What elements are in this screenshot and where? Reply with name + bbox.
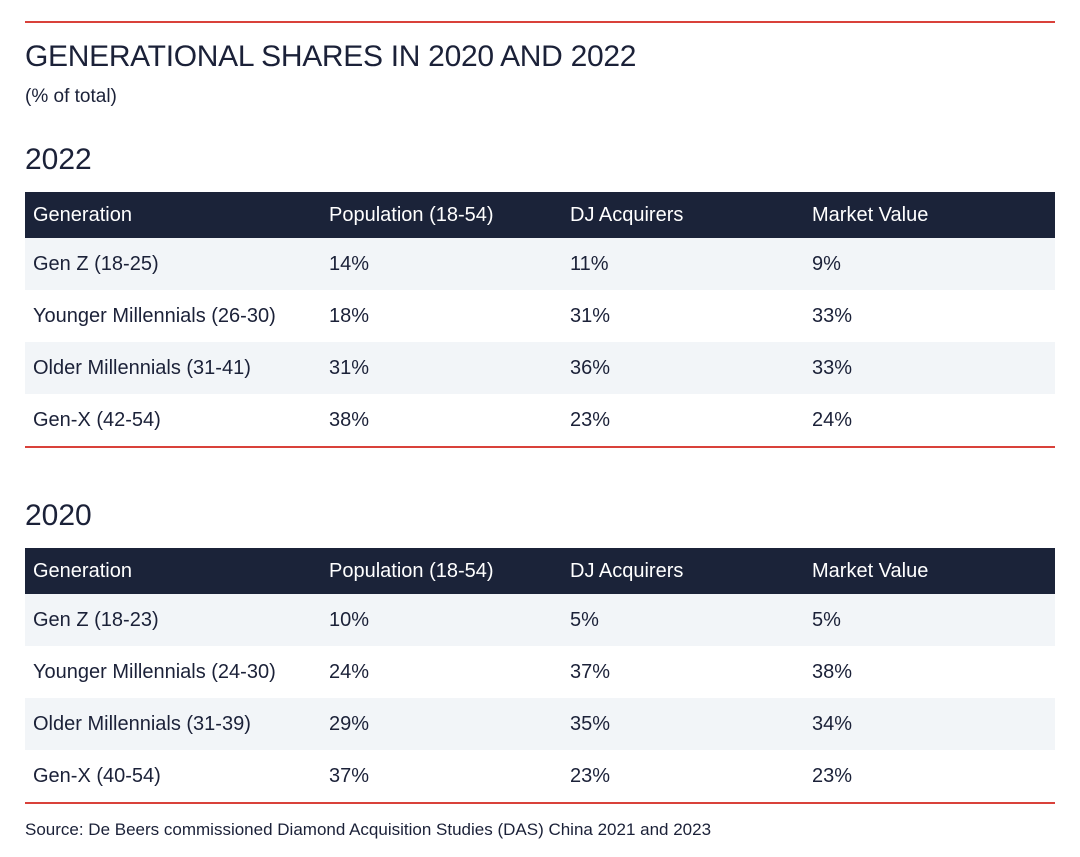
table-cell: 37% (570, 660, 611, 683)
table-cell: Gen Z (18-25) (33, 252, 159, 275)
table-header: Generation Population (18-54) DJ Acquire… (25, 548, 1055, 594)
table-bottom-rule (25, 802, 1055, 804)
table-cell: 37% (329, 764, 370, 787)
table-cell: Younger Millennials (24-30) (33, 660, 276, 683)
table-cell: 38% (812, 660, 853, 683)
table-cell: 33% (812, 356, 853, 379)
table-cell: 5% (812, 608, 841, 631)
source-note: Source: De Beers commissioned Diamond Ac… (25, 820, 712, 839)
table-cell: 24% (329, 660, 370, 683)
table-cell: 35% (570, 712, 611, 735)
column-header: Market Value (812, 559, 929, 582)
table-cell: 34% (812, 712, 853, 735)
table-row: Gen-X (42-54) 38% 23% 24% (25, 394, 1055, 446)
top-accent-rule (25, 21, 1055, 23)
column-header: Generation (33, 203, 132, 226)
table-row: Gen Z (18-25) 14% 11% 9% (25, 238, 1055, 290)
section-title-2020: 2020 (25, 499, 92, 532)
column-header: DJ Acquirers (570, 203, 684, 226)
page-subtitle: (% of total) (25, 86, 117, 107)
table-cell: 31% (570, 304, 611, 327)
section-title-2022: 2022 (25, 143, 92, 176)
table-row: Older Millennials (31-41) 31% 36% 33% (25, 342, 1055, 394)
table-cell: Older Millennials (31-39) (33, 712, 251, 735)
column-header: Generation (33, 559, 132, 582)
table-cell: 18% (329, 304, 370, 327)
table-row: Older Millennials (31-39) 29% 35% 34% (25, 698, 1055, 750)
column-header: Population (18-54) (329, 559, 494, 582)
table-cell: Gen Z (18-23) (33, 608, 159, 631)
table-2022: Generation Population (18-54) DJ Acquire… (25, 192, 1055, 448)
table-row: Gen-X (40-54) 37% 23% 23% (25, 750, 1055, 802)
table-cell: 23% (570, 408, 611, 431)
table-cell: Older Millennials (31-41) (33, 356, 251, 379)
table-cell: 9% (812, 252, 841, 275)
table-cell: 10% (329, 608, 370, 631)
table-header: Generation Population (18-54) DJ Acquire… (25, 192, 1055, 238)
table-cell: 33% (812, 304, 853, 327)
table-cell: 29% (329, 712, 370, 735)
table-row: Younger Millennials (24-30) 24% 37% 38% (25, 646, 1055, 698)
table-2020: Generation Population (18-54) DJ Acquire… (25, 548, 1055, 804)
column-header: Population (18-54) (329, 203, 494, 226)
table-cell: 14% (329, 252, 370, 275)
table-cell: 31% (329, 356, 370, 379)
table-cell: Gen-X (42-54) (33, 408, 161, 431)
column-header: DJ Acquirers (570, 559, 684, 582)
table-cell: 11% (570, 252, 609, 275)
table-row: Gen Z (18-23) 10% 5% 5% (25, 594, 1055, 646)
table-cell: 23% (570, 764, 611, 787)
table-cell: 36% (570, 356, 611, 379)
table-cell: 23% (812, 764, 853, 787)
column-header: Market Value (812, 203, 929, 226)
table-cell: 38% (329, 408, 370, 431)
table-cell: 24% (812, 408, 853, 431)
table-cell: 5% (570, 608, 599, 631)
table-row: Younger Millennials (26-30) 18% 31% 33% (25, 290, 1055, 342)
table-cell: Gen-X (40-54) (33, 764, 161, 787)
table-bottom-rule (25, 446, 1055, 448)
table-cell: Younger Millennials (26-30) (33, 304, 276, 327)
page-title: GENERATIONAL SHARES IN 2020 AND 2022 (25, 40, 637, 73)
